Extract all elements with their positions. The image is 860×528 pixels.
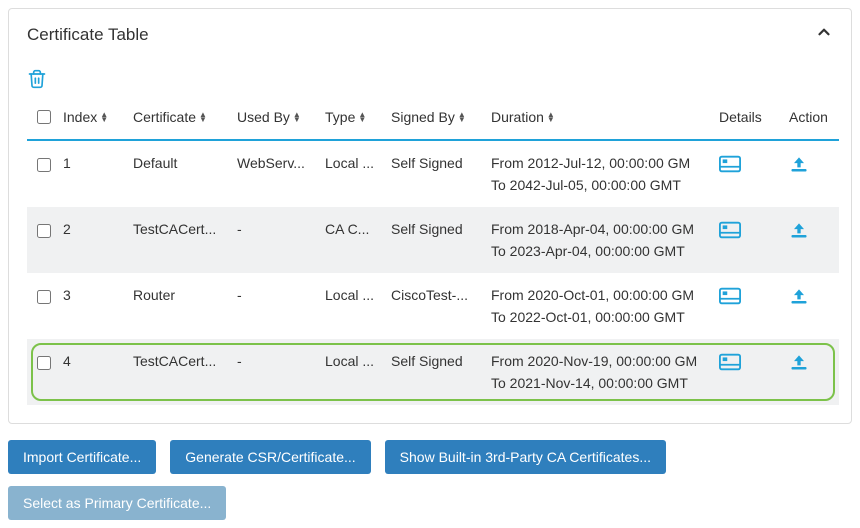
sort-icon: ▲▼ bbox=[100, 112, 108, 122]
cell-duration: From 2018-Apr-04, 00:00:00 GM To 2023-Apr… bbox=[485, 207, 713, 273]
cell-certificate: Default bbox=[127, 140, 231, 207]
certificate-table-panel: Certificate Table bbox=[8, 8, 852, 424]
cell-signed-by: Self Signed bbox=[385, 339, 485, 405]
cell-action bbox=[783, 140, 839, 207]
row-checkbox[interactable] bbox=[37, 356, 51, 370]
details-icon[interactable] bbox=[719, 155, 741, 173]
cell-action bbox=[783, 339, 839, 405]
cell-type: Local ... bbox=[319, 273, 385, 339]
show-3rd-party-button[interactable]: Show Built-in 3rd-Party CA Certificates.… bbox=[385, 440, 666, 474]
panel-body: Index▲▼ Certificate▲▼ Used By▲▼ Type▲▼ S… bbox=[9, 60, 851, 423]
sort-icon: ▲▼ bbox=[358, 112, 366, 122]
duration-from: From 2012-Jul-12, 00:00:00 GM bbox=[491, 155, 707, 171]
panel-title: Certificate Table bbox=[27, 25, 149, 45]
duration-from: From 2020-Oct-01, 00:00:00 GM bbox=[491, 287, 707, 303]
row-checkbox-cell bbox=[27, 207, 57, 273]
col-signed-by[interactable]: Signed By▲▼ bbox=[385, 97, 485, 140]
details-icon[interactable] bbox=[719, 287, 741, 305]
table-toolbar bbox=[27, 66, 833, 97]
button-row-2: Select as Primary Certificate... bbox=[8, 486, 852, 520]
cell-used-by: - bbox=[231, 339, 319, 405]
cell-index: 1 bbox=[57, 140, 127, 207]
row-checkbox-cell bbox=[27, 339, 57, 405]
cell-certificate: TestCACert... bbox=[127, 207, 231, 273]
table-row: 2TestCACert...-CA C...Self SignedFrom 20… bbox=[27, 207, 839, 273]
table-header-row: Index▲▼ Certificate▲▼ Used By▲▼ Type▲▼ S… bbox=[27, 97, 839, 140]
cell-index: 4 bbox=[57, 339, 127, 405]
col-index[interactable]: Index▲▼ bbox=[57, 97, 127, 140]
cell-duration: From 2020-Oct-01, 00:00:00 GM To 2022-Oct… bbox=[485, 273, 713, 339]
cell-details bbox=[713, 273, 783, 339]
cell-signed-by: Self Signed bbox=[385, 140, 485, 207]
cell-details bbox=[713, 140, 783, 207]
cell-action bbox=[783, 273, 839, 339]
generate-csr-button[interactable]: Generate CSR/Certificate... bbox=[170, 440, 370, 474]
sort-icon: ▲▼ bbox=[458, 112, 466, 122]
certificate-table: Index▲▼ Certificate▲▼ Used By▲▼ Type▲▼ S… bbox=[27, 97, 839, 405]
cell-type: CA C... bbox=[319, 207, 385, 273]
row-checkbox[interactable] bbox=[37, 224, 51, 238]
col-details: Details bbox=[713, 97, 783, 140]
col-check bbox=[27, 97, 57, 140]
upload-icon[interactable] bbox=[789, 287, 809, 305]
duration-from: From 2018-Apr-04, 00:00:00 GM bbox=[491, 221, 707, 237]
col-certificate[interactable]: Certificate▲▼ bbox=[127, 97, 231, 140]
cell-used-by: WebServ... bbox=[231, 140, 319, 207]
collapse-icon[interactable] bbox=[815, 23, 833, 46]
cell-used-by: - bbox=[231, 207, 319, 273]
cell-certificate: Router bbox=[127, 273, 231, 339]
cell-index: 3 bbox=[57, 273, 127, 339]
cell-details bbox=[713, 207, 783, 273]
cell-duration: From 2020-Nov-19, 00:00:00 GM To 2021-Nov… bbox=[485, 339, 713, 405]
cell-certificate: TestCACert... bbox=[127, 339, 231, 405]
cell-details bbox=[713, 339, 783, 405]
cell-index: 2 bbox=[57, 207, 127, 273]
table-row: 4TestCACert...-Local ...Self SignedFrom … bbox=[27, 339, 839, 405]
cell-signed-by: CiscoTest-... bbox=[385, 273, 485, 339]
cell-action bbox=[783, 207, 839, 273]
sort-icon: ▲▼ bbox=[293, 112, 301, 122]
cell-signed-by: Self Signed bbox=[385, 207, 485, 273]
cell-duration: From 2012-Jul-12, 00:00:00 GM To 2042-Jul… bbox=[485, 140, 713, 207]
select-primary-button[interactable]: Select as Primary Certificate... bbox=[8, 486, 226, 520]
details-icon[interactable] bbox=[719, 353, 741, 371]
upload-icon[interactable] bbox=[789, 155, 809, 173]
upload-icon[interactable] bbox=[789, 221, 809, 239]
duration-to: To 2021-Nov-14, 00:00:00 GMT bbox=[491, 375, 707, 391]
cell-used-by: - bbox=[231, 273, 319, 339]
upload-icon[interactable] bbox=[789, 353, 809, 371]
col-used-by[interactable]: Used By▲▼ bbox=[231, 97, 319, 140]
delete-icon[interactable] bbox=[27, 68, 47, 90]
details-icon[interactable] bbox=[719, 221, 741, 239]
sort-icon: ▲▼ bbox=[199, 112, 207, 122]
row-checkbox[interactable] bbox=[37, 290, 51, 304]
cell-type: Local ... bbox=[319, 140, 385, 207]
row-checkbox-cell bbox=[27, 273, 57, 339]
duration-to: To 2042-Jul-05, 00:00:00 GMT bbox=[491, 177, 707, 193]
row-checkbox-cell bbox=[27, 140, 57, 207]
duration-from: From 2020-Nov-19, 00:00:00 GM bbox=[491, 353, 707, 369]
panel-header: Certificate Table bbox=[9, 9, 851, 60]
row-checkbox[interactable] bbox=[37, 158, 51, 172]
table-row: 1DefaultWebServ...Local ...Self SignedFr… bbox=[27, 140, 839, 207]
button-row: Import Certificate... Generate CSR/Certi… bbox=[8, 440, 852, 474]
cell-type: Local ... bbox=[319, 339, 385, 405]
select-all-checkbox[interactable] bbox=[37, 110, 51, 124]
duration-to: To 2023-Apr-04, 00:00:00 GMT bbox=[491, 243, 707, 259]
col-action: Action bbox=[783, 97, 839, 140]
col-type[interactable]: Type▲▼ bbox=[319, 97, 385, 140]
table-row: 3Router-Local ...CiscoTest-...From 2020-… bbox=[27, 273, 839, 339]
import-certificate-button[interactable]: Import Certificate... bbox=[8, 440, 156, 474]
sort-icon: ▲▼ bbox=[547, 112, 555, 122]
col-duration[interactable]: Duration▲▼ bbox=[485, 97, 713, 140]
duration-to: To 2022-Oct-01, 00:00:00 GMT bbox=[491, 309, 707, 325]
